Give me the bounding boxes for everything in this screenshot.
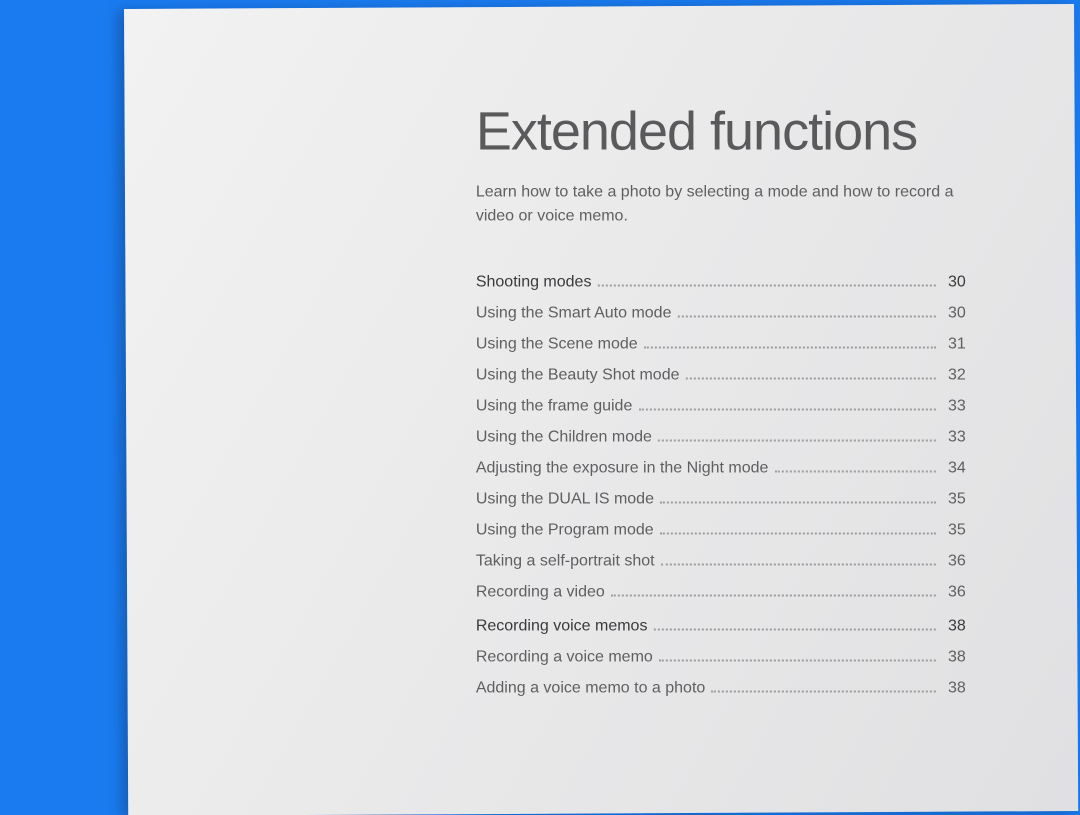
toc-page-number: 38 (942, 645, 966, 669)
toc-leader-dots (660, 501, 936, 503)
toc-label: Using the Beauty Shot mode (476, 363, 680, 387)
toc-section-row: Recording voice memos 38 (476, 614, 966, 638)
toc-leader-dots (660, 532, 936, 534)
toc-leader-dots (597, 284, 935, 286)
toc-leader-dots (611, 594, 936, 596)
toc-label: Using the Smart Auto mode (476, 301, 672, 325)
toc-page-number: 38 (942, 676, 966, 700)
toc-page-number: 36 (942, 580, 966, 604)
toc-page-number: 34 (942, 456, 966, 480)
toc-item-row: Using the Program mode 35 (476, 518, 966, 542)
toc-page-number: 32 (942, 363, 966, 387)
toc-item-row: Recording a voice memo 38 (476, 645, 966, 669)
toc-label: Using the Scene mode (476, 332, 638, 356)
toc-label: Adjusting the exposure in the Night mode (476, 456, 769, 480)
toc-section-row: Shooting modes 30 (476, 270, 966, 294)
toc-page-number: 33 (942, 394, 966, 418)
toc-leader-dots (661, 563, 936, 565)
page-subtitle: Learn how to take a photo by selecting a… (476, 180, 956, 228)
toc-page-number: 31 (942, 332, 966, 356)
toc-label: Recording a voice memo (476, 645, 653, 669)
toc-leader-dots (677, 315, 935, 317)
toc-item-row: Taking a self-portrait shot 36 (476, 549, 966, 573)
toc-item-row: Recording a video 36 (476, 580, 966, 604)
table-of-contents: Shooting modes30Using the Smart Auto mod… (476, 270, 966, 700)
toc-leader-dots (638, 408, 935, 410)
toc-page-number: 38 (942, 614, 966, 638)
toc-page-number: 35 (942, 487, 966, 511)
toc-label: Using the Children mode (476, 425, 652, 449)
toc-item-row: Adjusting the exposure in the Night mode… (476, 456, 966, 480)
toc-page-number: 30 (942, 270, 966, 294)
toc-item-row: Using the DUAL IS mode 35 (476, 487, 966, 511)
toc-item-row: Using the Beauty Shot mode 32 (476, 363, 966, 387)
toc-leader-dots (659, 659, 936, 661)
toc-leader-dots (711, 690, 936, 692)
toc-item-row: Adding a voice memo to a photo 38 (476, 676, 966, 700)
toc-leader-dots (653, 628, 935, 630)
toc-label: Adding a voice memo to a photo (476, 676, 705, 700)
toc-label: Shooting modes (476, 270, 592, 294)
toc-page-number: 36 (942, 549, 966, 573)
toc-item-row: Using the Children mode 33 (476, 425, 966, 449)
page-title: Extended functions (476, 100, 1046, 162)
toc-page-number: 35 (942, 518, 966, 542)
toc-label: Using the Program mode (476, 518, 654, 542)
toc-page-number: 30 (942, 301, 966, 325)
toc-leader-dots (658, 439, 936, 441)
toc-label: Recording voice memos (476, 614, 648, 638)
page-sheet: Extended functions Learn how to take a p… (124, 4, 1078, 815)
toc-label: Using the DUAL IS mode (476, 487, 654, 511)
toc-label: Recording a video (476, 580, 605, 604)
toc-item-row: Using the frame guide 33 (476, 394, 966, 418)
toc-leader-dots (644, 346, 936, 348)
toc-label: Using the frame guide (476, 394, 633, 418)
toc-item-row: Using the Smart Auto mode 30 (476, 301, 966, 325)
content-block: Extended functions Learn how to take a p… (476, 100, 1046, 700)
toc-label: Taking a self-portrait shot (476, 549, 655, 573)
toc-leader-dots (774, 470, 935, 472)
toc-item-row: Using the Scene mode 31 (476, 332, 966, 356)
toc-leader-dots (686, 377, 936, 379)
toc-page-number: 33 (942, 425, 966, 449)
